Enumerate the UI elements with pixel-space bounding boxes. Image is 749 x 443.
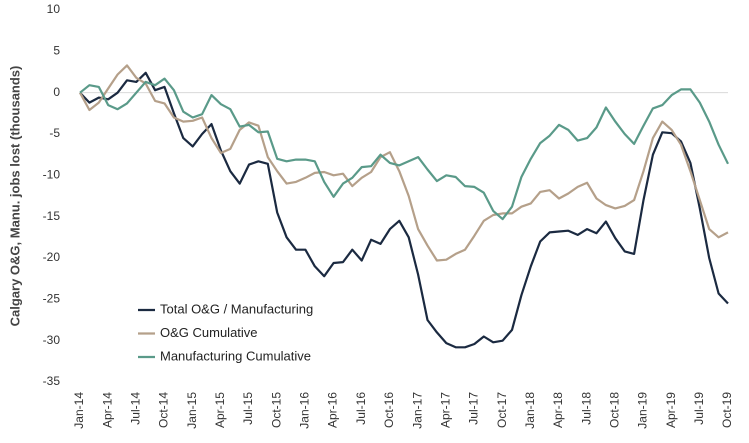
y-axis-title: Calgary O&G, Manu. jobs lost (thousands) — [7, 66, 22, 327]
y-tick-label: -25 — [43, 292, 61, 306]
x-tick-label: Jan-14 — [72, 392, 86, 429]
x-tick-label: Oct-17 — [495, 392, 509, 428]
x-tick-label: Apr-15 — [213, 392, 227, 428]
y-tick-label: 10 — [47, 2, 61, 16]
x-tick-label: Jul-17 — [467, 392, 481, 425]
x-tick-label: Oct-19 — [720, 392, 734, 428]
x-tick-label: Jul-19 — [692, 392, 706, 425]
x-tick-label: Jan-17 — [410, 392, 424, 429]
series-line — [79, 64, 729, 262]
y-tick-label: -10 — [43, 168, 61, 182]
x-tick-label: Apr-17 — [438, 392, 452, 428]
y-tick-label: -30 — [43, 333, 61, 347]
y-tick-label: 0 — [53, 85, 60, 99]
x-tick-label: Oct-15 — [269, 392, 283, 428]
x-tick-label: Apr-18 — [551, 392, 565, 428]
x-tick-label: Apr-14 — [100, 392, 114, 428]
series-line — [79, 71, 729, 349]
y-tick-label: -20 — [43, 250, 61, 264]
x-tick-label: Jul-18 — [579, 392, 593, 425]
x-tick-label: Jul-15 — [241, 392, 255, 425]
x-tick-label: Jan-15 — [185, 392, 199, 429]
x-tick-label: Jan-18 — [523, 392, 537, 429]
x-tick-label: Jul-16 — [354, 392, 368, 425]
x-tick-label: Oct-16 — [382, 392, 396, 428]
x-tick-label: Jan-19 — [636, 392, 650, 429]
y-tick-label: -15 — [43, 209, 61, 223]
legend-label: Total O&G / Manufacturing — [160, 301, 313, 316]
x-tick-label: Oct-18 — [607, 392, 621, 428]
x-tick-label: Oct-14 — [157, 392, 171, 428]
x-tick-label: Apr-16 — [326, 392, 340, 428]
legend-label: O&G Cumulative — [160, 325, 258, 340]
y-tick-label: -5 — [49, 126, 60, 140]
x-tick-label: Jan-16 — [298, 392, 312, 429]
x-tick-label: Apr-19 — [664, 392, 678, 428]
x-tick-label: Jul-14 — [129, 392, 143, 425]
legend-label: Manufacturing Cumulative — [160, 348, 311, 363]
y-tick-label: 5 — [53, 44, 60, 58]
y-tick-label: -35 — [43, 374, 61, 388]
series-line — [79, 77, 729, 221]
